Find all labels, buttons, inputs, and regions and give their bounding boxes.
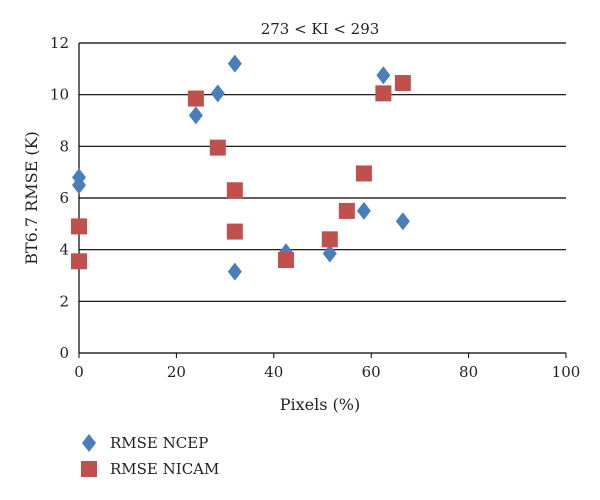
y-tick-label: 8 [59,137,69,155]
point-rmse-nicam [277,252,294,268]
point-rmse-nicam [71,218,87,235]
axes [78,43,567,358]
x-tick-label: 40 [264,363,283,381]
legend-marker-rmse-nicam [81,461,97,477]
y-tick-label: 0 [59,344,69,362]
point-rmse-ncep [395,212,410,231]
point-rmse-nicam [187,90,204,107]
gridlines [79,42,566,302]
legend-marker-rmse-ncep [82,434,96,452]
data-points [71,54,411,281]
y-tick-label: 4 [59,241,69,259]
x-tick-label: 20 [167,363,186,381]
point-rmse-nicam [226,223,243,240]
point-rmse-nicam [375,85,392,102]
x-tick-label: 0 [74,363,84,381]
point-rmse-ncep [227,262,242,281]
x-tick-label: 60 [362,363,381,381]
x-tick-label: 80 [459,363,478,381]
point-rmse-nicam [226,182,243,199]
point-rmse-nicam [209,139,226,156]
point-rmse-nicam [321,231,338,248]
tick-labels: 0 2 4 6 8 10 12 0 20 40 60 80 100 [50,34,580,381]
y-tick-label: 2 [59,292,69,310]
point-rmse-nicam [71,253,87,270]
chart-title: 273 < KI < 293 [261,20,380,38]
point-rmse-ncep [322,244,337,263]
legend: RMSE NCEP RMSE NICAM [81,434,219,478]
legend-label-rmse-nicam: RMSE NICAM [110,460,219,478]
y-tick-label: 12 [50,34,69,52]
point-rmse-nicam [338,202,355,219]
point-rmse-ncep [227,54,242,73]
point-rmse-ncep [356,201,371,220]
point-rmse-ncep [72,176,86,195]
x-axis-title: Pixels (%) [280,395,360,414]
point-rmse-ncep [188,106,203,125]
x-tick-label: 100 [552,363,581,381]
y-tick-label: 6 [59,189,69,207]
y-axis-title: BT6.7 RMSE (K) [22,131,41,265]
legend-label-rmse-ncep: RMSE NCEP [110,434,208,452]
y-tick-label: 10 [50,86,69,104]
point-rmse-nicam [394,75,411,92]
point-rmse-ncep [376,66,391,85]
point-rmse-nicam [355,165,372,182]
point-rmse-ncep [210,84,225,103]
